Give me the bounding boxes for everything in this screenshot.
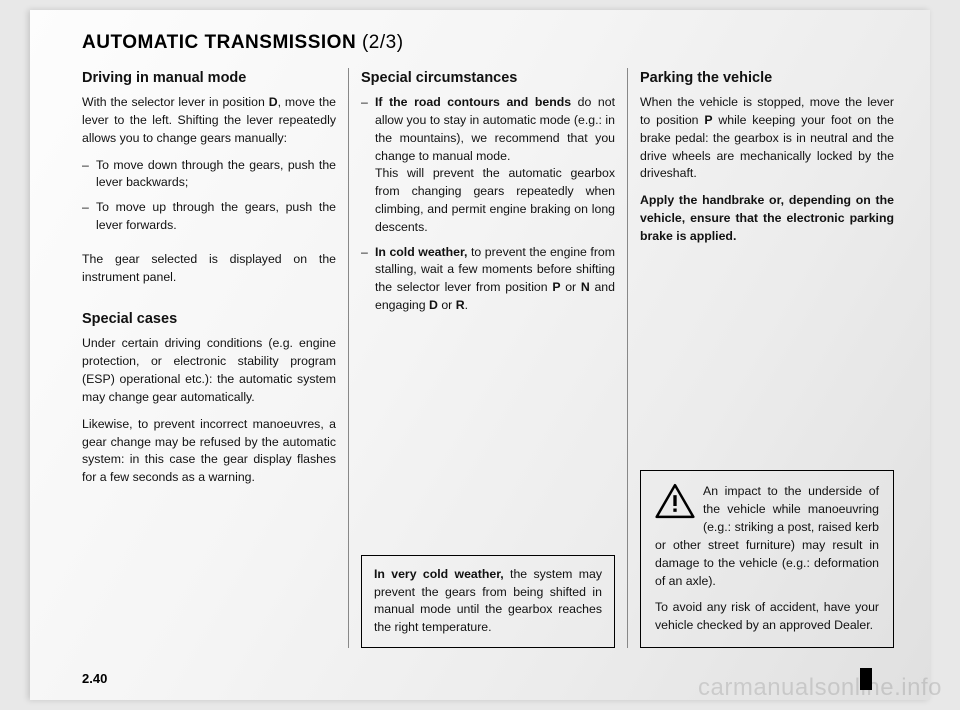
content-columns: Driving in manual mode With the selector… (82, 68, 894, 648)
para-special-2: Likewise, to prevent incorrect manoeuvre… (82, 416, 336, 487)
heading-parking: Parking the vehicle (640, 68, 894, 89)
para-parking-1: When the vehicle is stopped, move the le… (640, 94, 894, 183)
para-special-1: Under certain driving conditions (e.g. e… (82, 335, 336, 406)
column-3: Parking the vehicle When the vehicle is … (627, 68, 894, 648)
list-gear-shift: To move down through the gears, push the… (82, 157, 336, 242)
page-number: 2.40 (82, 671, 107, 686)
column-2: Special circumstances If the road contou… (348, 68, 627, 648)
info-box-cold-weather: In very cold weather, the system may pre… (361, 555, 615, 648)
para-manual-intro: With the selector lever in position D, m… (82, 94, 336, 147)
title-main: AUTOMATIC TRANSMISSION (82, 32, 356, 53)
page-title: AUTOMATIC TRANSMISSION (2/3) (82, 32, 894, 54)
column-1: Driving in manual mode With the selector… (82, 68, 348, 648)
list-item: To move down through the gears, push the… (82, 157, 336, 193)
watermark: carmanualsonline.info (698, 674, 942, 702)
list-item: In cold weather, to prevent the engine f… (361, 244, 615, 315)
heading-driving-manual: Driving in manual mode (82, 68, 336, 89)
warning-triangle-icon (655, 483, 695, 519)
warning-box: An impact to the underside of the vehicl… (640, 470, 894, 648)
para-parking-2: Apply the handbrake or, depending on the… (640, 192, 894, 245)
title-part: (2/3) (362, 32, 404, 53)
list-item: If the road contours and bends do not al… (361, 94, 615, 237)
list-circumstances: If the road contours and bends do not al… (361, 94, 615, 322)
heading-special-cases: Special cases (82, 309, 336, 330)
spacer (640, 255, 894, 471)
para-gear-display: The gear selected is displayed on the in… (82, 251, 336, 287)
spacer (361, 331, 615, 555)
manual-page: AUTOMATIC TRANSMISSION (2/3) Driving in … (30, 10, 930, 700)
warning-text-2: To avoid any risk of accident, have your… (655, 599, 879, 635)
heading-special-circumstances: Special circumstances (361, 68, 615, 89)
list-item: To move up through the gears, push the l… (82, 199, 336, 235)
